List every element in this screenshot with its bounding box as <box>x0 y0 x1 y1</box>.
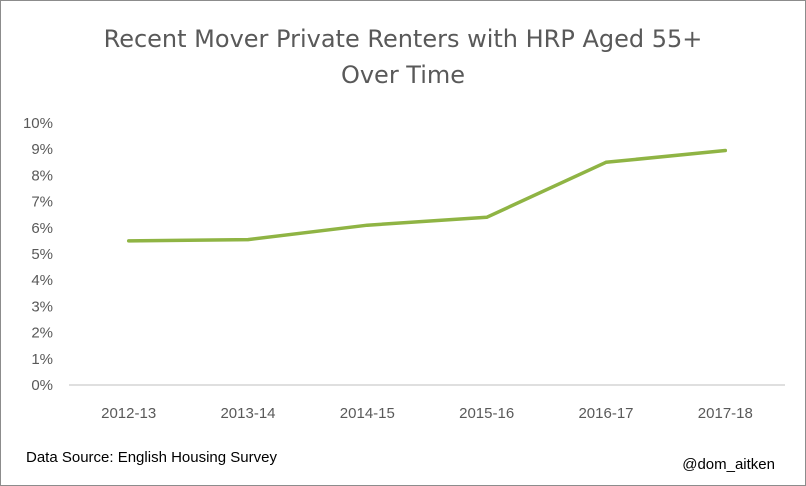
x-tick-label: 2016-17 <box>578 405 633 422</box>
y-tick-label: 1% <box>31 351 53 368</box>
y-tick-label: 6% <box>31 220 53 237</box>
data-point <box>246 238 250 242</box>
data-point <box>485 215 489 219</box>
y-tick-label: 4% <box>31 272 53 289</box>
y-tick-label: 3% <box>31 298 53 315</box>
chart-title-line-2: Over Time <box>340 61 466 89</box>
data-point <box>723 149 727 153</box>
y-tick-label: 2% <box>31 325 53 342</box>
author-handle: @dom_aitken <box>682 456 775 473</box>
y-tick-label: 10% <box>23 115 53 132</box>
y-tick-label: 5% <box>31 246 53 263</box>
data-point <box>365 223 369 227</box>
x-tick-label: 2013-14 <box>220 405 275 422</box>
chart-title-line-1: Recent Mover Private Renters with HRP Ag… <box>103 25 703 53</box>
chart-title: Recent Mover Private Renters with HRP Ag… <box>1 21 805 93</box>
x-tick-label: 2012-13 <box>101 405 156 422</box>
y-tick-label: 0% <box>31 377 53 394</box>
x-tick-label: 2014-15 <box>340 405 395 422</box>
y-tick-label: 9% <box>31 141 53 158</box>
data-source-note: Data Source: English Housing Survey <box>26 449 277 466</box>
y-tick-label: 7% <box>31 194 53 211</box>
data-point <box>604 160 608 164</box>
data-point <box>127 239 131 243</box>
series-line <box>126 148 728 243</box>
x-tick-label: 2015-16 <box>459 405 514 422</box>
x-tick-label: 2017-18 <box>698 405 753 422</box>
y-tick-label: 8% <box>31 167 53 184</box>
